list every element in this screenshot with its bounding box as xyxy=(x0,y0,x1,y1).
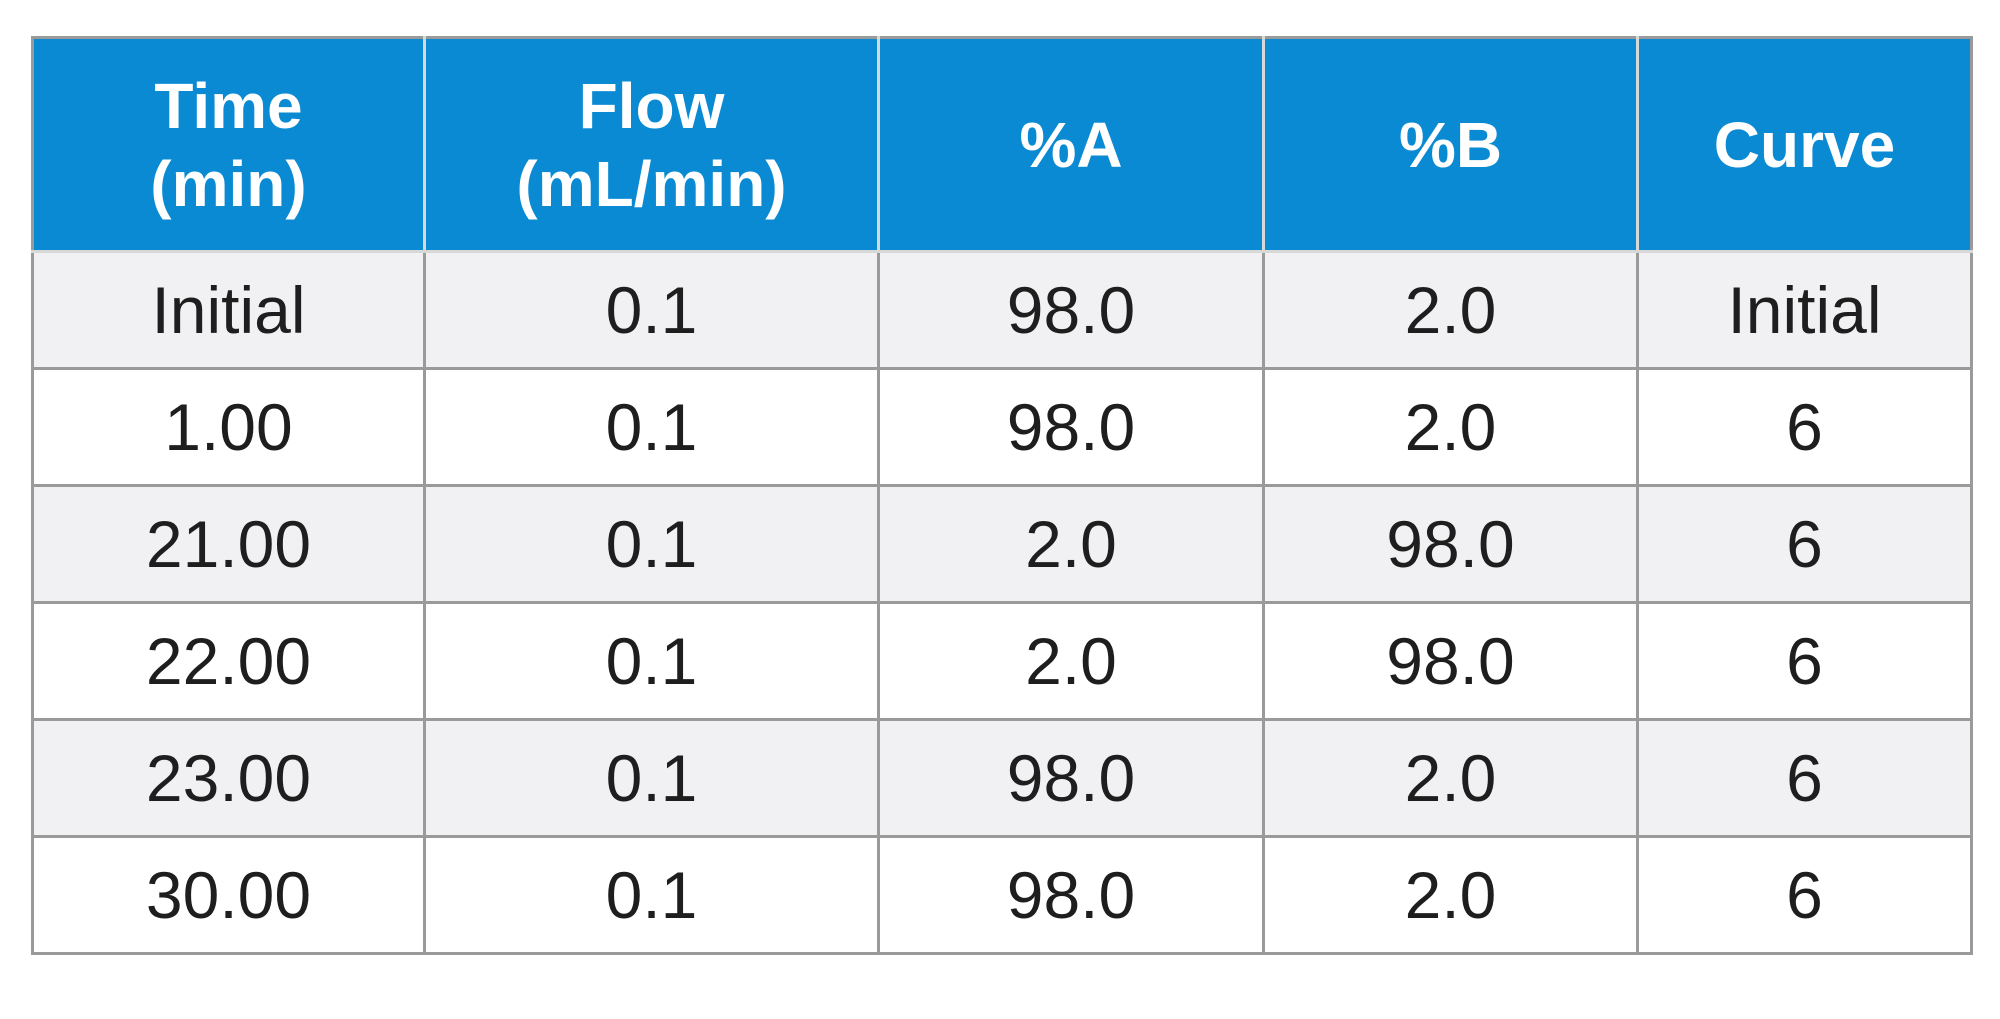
table-body: Initial 0.1 98.0 2.0 Initial 1.00 0.1 98… xyxy=(31,250,1973,955)
cell-percent-a: 98.0 xyxy=(877,250,1265,370)
cell-curve: 6 xyxy=(1636,484,1973,604)
cell-flow: 0.1 xyxy=(423,835,880,955)
cell-time: 23.00 xyxy=(31,718,426,838)
header-curve: Curve xyxy=(1636,36,1973,253)
header-percent-b: %B xyxy=(1262,36,1639,253)
cell-percent-b: 2.0 xyxy=(1262,250,1639,370)
gradient-table: Time (min) Flow (mL/min) %A %B Curve Ini… xyxy=(31,36,1973,955)
cell-curve: 6 xyxy=(1636,718,1973,838)
header-percent-a-label: %A xyxy=(1019,108,1123,181)
header-flow-label: Flow xyxy=(578,69,725,142)
cell-curve: 6 xyxy=(1636,367,1973,487)
cell-flow: 0.1 xyxy=(423,250,880,370)
cell-time: 1.00 xyxy=(31,367,426,487)
cell-percent-b: 98.0 xyxy=(1262,601,1639,721)
cell-flow: 0.1 xyxy=(423,718,880,838)
header-curve-label: Curve xyxy=(1713,108,1896,181)
cell-percent-b: 98.0 xyxy=(1262,484,1639,604)
header-flow: Flow (mL/min) xyxy=(423,36,880,253)
cell-curve: 6 xyxy=(1636,601,1973,721)
header-percent-b-label: %B xyxy=(1398,108,1503,181)
header-time: Time (min) xyxy=(31,36,426,253)
cell-percent-a: 2.0 xyxy=(877,601,1265,721)
header-row: Time (min) Flow (mL/min) %A %B Curve xyxy=(31,36,1973,253)
cell-percent-b: 2.0 xyxy=(1262,718,1639,838)
cell-percent-b: 2.0 xyxy=(1262,367,1639,487)
cell-percent-b: 2.0 xyxy=(1262,835,1639,955)
cell-percent-a: 98.0 xyxy=(877,718,1265,838)
header-flow-unit: (mL/min) xyxy=(516,147,787,220)
cell-flow: 0.1 xyxy=(423,484,880,604)
cell-percent-a: 98.0 xyxy=(877,367,1265,487)
cell-time: 22.00 xyxy=(31,601,426,721)
cell-flow: 0.1 xyxy=(423,601,880,721)
cell-curve: 6 xyxy=(1636,835,1973,955)
header-time-label: Time xyxy=(154,69,303,142)
table-row: Initial 0.1 98.0 2.0 Initial xyxy=(31,250,1973,370)
cell-percent-a: 2.0 xyxy=(877,484,1265,604)
table-row: 1.00 0.1 98.0 2.0 6 xyxy=(31,367,1973,487)
cell-time: Initial xyxy=(31,250,426,370)
table-row: 30.00 0.1 98.0 2.0 6 xyxy=(31,835,1973,955)
table-row: 21.00 0.1 2.0 98.0 6 xyxy=(31,484,1973,604)
table-row: 22.00 0.1 2.0 98.0 6 xyxy=(31,601,1973,721)
header-time-unit: (min) xyxy=(150,147,307,220)
cell-curve: Initial xyxy=(1636,250,1973,370)
cell-percent-a: 98.0 xyxy=(877,835,1265,955)
cell-time: 30.00 xyxy=(31,835,426,955)
cell-flow: 0.1 xyxy=(423,367,880,487)
table-row: 23.00 0.1 98.0 2.0 6 xyxy=(31,718,1973,838)
cell-time: 21.00 xyxy=(31,484,426,604)
table-header: Time (min) Flow (mL/min) %A %B Curve xyxy=(31,36,1973,253)
header-percent-a: %A xyxy=(877,36,1265,253)
